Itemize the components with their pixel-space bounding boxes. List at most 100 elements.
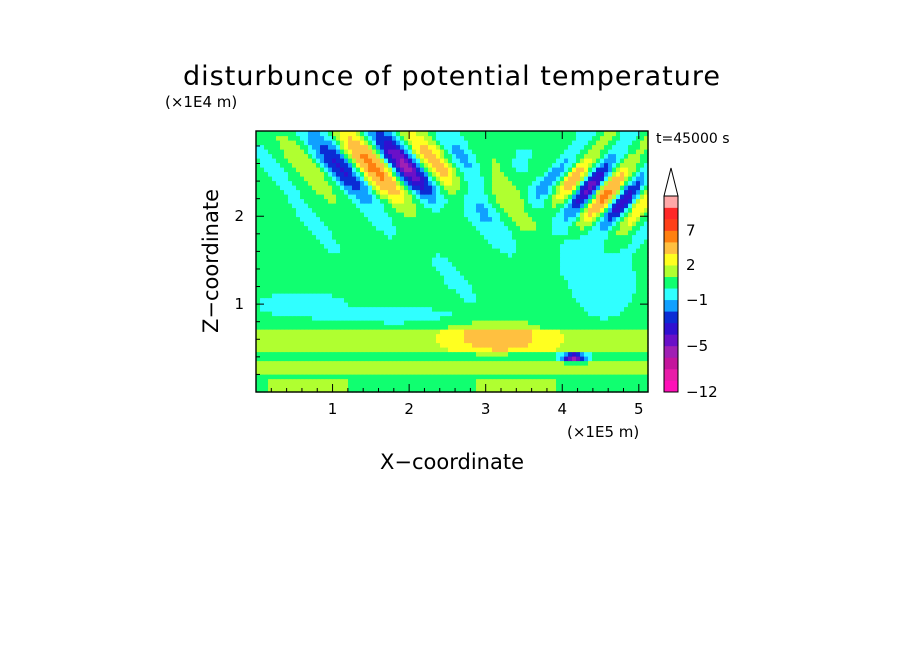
- field-cell: [276, 261, 281, 267]
- field-cell: [372, 212, 377, 218]
- field-cell: [528, 239, 533, 245]
- field-cell: [264, 275, 269, 281]
- field-cell: [276, 198, 281, 204]
- field-cell: [536, 270, 541, 276]
- field-cell: [320, 243, 325, 249]
- field-cell: [396, 167, 401, 173]
- field-cell: [456, 243, 461, 249]
- field-cell: [476, 279, 481, 285]
- field-cell: [424, 333, 429, 339]
- field-cell: [552, 261, 557, 267]
- field-cell: [272, 288, 277, 294]
- field-cell: [504, 315, 509, 321]
- field-cell: [352, 266, 357, 272]
- field-cell: [532, 203, 537, 209]
- field-cell: [332, 270, 337, 276]
- field-cell: [264, 347, 269, 353]
- field-cell: [440, 369, 445, 375]
- field-cell: [608, 185, 613, 191]
- field-cell: [472, 306, 477, 312]
- field-cell: [280, 252, 285, 258]
- field-cell: [452, 306, 457, 312]
- field-cell: [540, 329, 545, 335]
- field-cell: [540, 257, 545, 263]
- field-cell: [368, 185, 373, 191]
- field-cell: [296, 351, 301, 357]
- field-cell: [340, 221, 345, 227]
- field-cell: [380, 360, 385, 366]
- field-cell: [532, 225, 537, 231]
- field-cell: [616, 162, 621, 168]
- field-cell: [616, 194, 621, 200]
- field-cell: [376, 365, 381, 371]
- field-cell: [284, 342, 289, 348]
- field-cell: [400, 221, 405, 227]
- field-cell: [264, 324, 269, 330]
- field-cell: [384, 338, 389, 344]
- field-cell: [460, 369, 465, 375]
- field-cell: [388, 378, 393, 384]
- field-cell: [316, 311, 321, 317]
- field-cell: [416, 302, 421, 308]
- field-cell: [312, 297, 317, 303]
- field-cell: [488, 203, 493, 209]
- field-cell: [352, 333, 357, 339]
- field-cell: [612, 234, 617, 240]
- field-cell: [316, 306, 321, 312]
- field-cell: [384, 180, 389, 186]
- field-cell: [508, 275, 513, 281]
- field-cell: [436, 225, 441, 231]
- field-cell: [512, 243, 517, 249]
- field-cell: [568, 374, 573, 380]
- field-cell: [312, 171, 317, 177]
- field-cell: [624, 261, 629, 267]
- field-cell: [288, 248, 293, 254]
- field-cell: [552, 306, 557, 312]
- field-cell: [492, 234, 497, 240]
- field-cell: [320, 171, 325, 177]
- field-cell: [420, 221, 425, 227]
- field-cell: [572, 374, 577, 380]
- field-cell: [504, 234, 509, 240]
- field-cell: [608, 207, 613, 213]
- field-cell: [432, 333, 437, 339]
- field-cell: [608, 180, 613, 186]
- field-cell: [376, 347, 381, 353]
- field-cell: [556, 207, 561, 213]
- field-cell: [644, 284, 649, 290]
- field-cell: [612, 356, 617, 362]
- field-cell: [596, 288, 601, 294]
- field-cell: [256, 365, 261, 371]
- field-cell: [304, 369, 309, 375]
- field-cell: [456, 261, 461, 267]
- field-cell: [356, 176, 361, 182]
- field-cell: [596, 360, 601, 366]
- field-cell: [340, 212, 345, 218]
- field-cell: [536, 252, 541, 258]
- field-cell: [444, 216, 449, 222]
- field-cell: [448, 293, 453, 299]
- field-cell: [624, 270, 629, 276]
- field-cell: [380, 180, 385, 186]
- field-cell: [612, 360, 617, 366]
- field-cell: [620, 347, 625, 353]
- field-cell: [628, 333, 633, 339]
- field-cell: [300, 360, 305, 366]
- field-cell: [268, 230, 273, 236]
- field-cell: [508, 180, 513, 186]
- field-cell: [584, 207, 589, 213]
- field-cell: [264, 315, 269, 321]
- field-cell: [424, 338, 429, 344]
- field-cell: [552, 284, 557, 290]
- field-cell: [528, 221, 533, 227]
- field-cell: [296, 360, 301, 366]
- field-cell: [640, 387, 645, 393]
- field-cell: [580, 212, 585, 218]
- field-cell: [624, 243, 629, 249]
- field-cell: [460, 378, 465, 384]
- field-cell: [372, 383, 377, 389]
- field-cell: [348, 167, 353, 173]
- field-cell: [320, 176, 325, 182]
- field-cell: [484, 378, 489, 384]
- field-cell: [484, 315, 489, 321]
